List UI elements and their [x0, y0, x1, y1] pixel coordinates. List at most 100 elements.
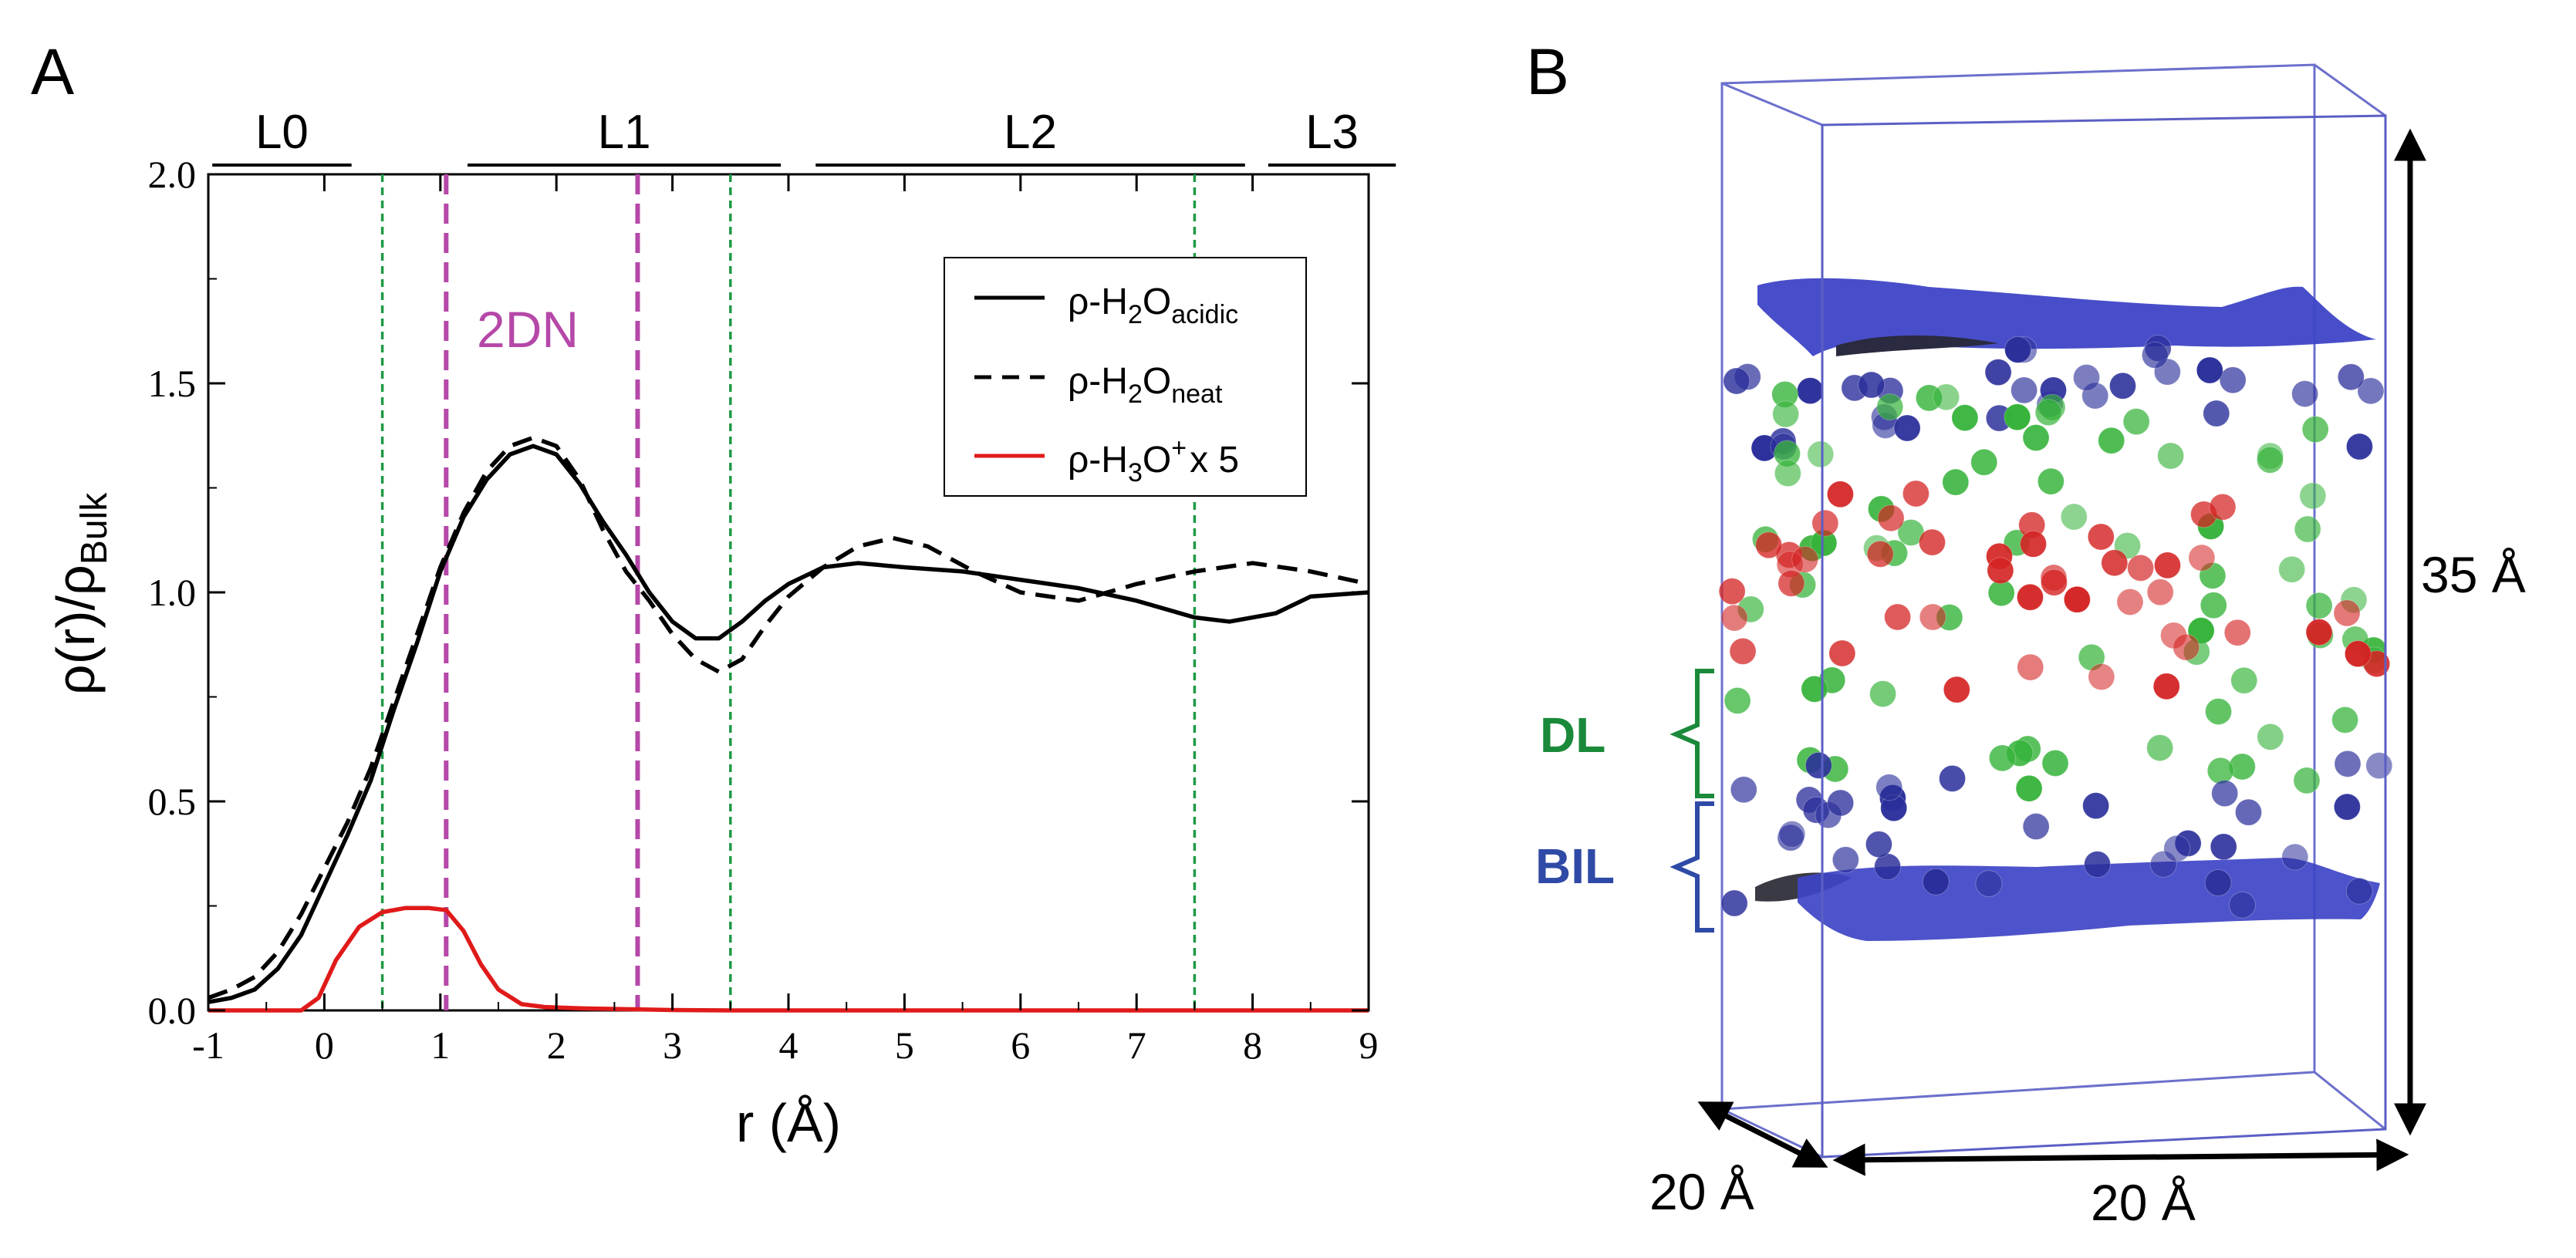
legend-label-neat: ρ-H2Oneat	[1068, 361, 1223, 409]
atom	[1778, 821, 1806, 848]
atom	[2020, 530, 2048, 558]
atom	[1796, 377, 1824, 405]
legend-label-hydronium: ρ-H3O+x 5	[1068, 433, 1239, 487]
atom	[2293, 767, 2321, 794]
atom	[2334, 750, 2362, 777]
x-tick-label: 6	[1011, 1024, 1030, 1067]
panel-b-label: B	[1526, 35, 1569, 108]
atom	[2345, 433, 2373, 460]
layer-label: L3	[1305, 106, 1359, 159]
atom	[2041, 749, 2069, 777]
atom	[1718, 578, 1746, 605]
atom	[1987, 557, 2014, 585]
atom	[2281, 843, 2309, 871]
atom	[2010, 376, 2038, 404]
x-tick-label: 0	[315, 1024, 334, 1067]
layer-label: L0	[255, 106, 309, 159]
y-tick-label: 0.5	[148, 780, 197, 823]
atom	[2017, 653, 2044, 681]
atom	[1865, 831, 1892, 858]
atom	[2331, 706, 2359, 734]
box-edge	[1721, 1108, 1823, 1159]
atom	[2153, 551, 2181, 579]
atom	[1866, 540, 1894, 568]
atom	[2230, 666, 2258, 694]
atom	[1805, 751, 1832, 779]
atom	[2223, 619, 2251, 646]
atom	[2256, 446, 2284, 474]
atom	[2084, 851, 2112, 879]
atom	[1827, 789, 1855, 817]
atom	[2345, 877, 2373, 905]
atom	[1919, 603, 1946, 631]
atom	[1984, 359, 2012, 386]
top-surface-shadow	[1836, 335, 1998, 356]
atom	[1893, 414, 1921, 442]
box-edge	[1721, 82, 1823, 126]
y-tick-label: 1.0	[148, 571, 197, 614]
box-edge	[2314, 1071, 2386, 1131]
reference-lines	[380, 174, 1197, 1010]
box-edge	[2314, 63, 2386, 117]
layer-label: L2	[1004, 106, 1057, 159]
depth-arrow	[1697, 1101, 1828, 1168]
atom	[2088, 663, 2115, 691]
atom	[1942, 468, 1970, 496]
atom	[1826, 481, 1854, 508]
atom	[1755, 531, 1783, 559]
atom	[1884, 603, 1912, 631]
atom	[2073, 364, 2101, 392]
dl-label: DL	[1540, 707, 1605, 763]
atoms	[1718, 334, 2393, 919]
depth-label: 20 Å	[1649, 1163, 1754, 1220]
atom	[1730, 776, 1757, 804]
series-lines	[208, 435, 1369, 1013]
atom	[2188, 544, 2216, 572]
atom	[1772, 400, 1800, 428]
atom	[2034, 399, 2062, 427]
series-line-1	[208, 435, 1369, 1000]
atom	[2278, 555, 2306, 583]
plot-area: -1 0 1 2 3 4 5 6 7 8 9 0.0 0.5 1.0 1.5 2.0	[148, 153, 1379, 1067]
atom	[2040, 568, 2068, 596]
atom	[1720, 889, 1748, 917]
panel-b: B 35 Å 20 Å 20 Å DL BIL	[1526, 35, 2526, 1231]
atom	[1774, 460, 1801, 487]
atom	[1723, 367, 1751, 395]
atom	[2022, 424, 2050, 452]
atom	[2146, 578, 2174, 606]
atom	[1933, 383, 1960, 411]
bil-label: BIL	[1535, 838, 1615, 894]
atom	[2305, 619, 2333, 646]
y-tick-label: 2.0	[148, 153, 197, 196]
atom	[1922, 868, 1950, 895]
atom	[1939, 764, 1967, 792]
atom	[2108, 372, 2136, 400]
atom	[2127, 554, 2155, 582]
atom	[1801, 675, 1828, 703]
atom	[2163, 835, 2191, 862]
y-tick-label: 1.5	[148, 362, 197, 405]
x-tick-label: 7	[1127, 1024, 1146, 1067]
layer-labels: L0 L1 L2 L3	[212, 106, 1396, 167]
atom	[1869, 680, 1897, 708]
layer-label: L1	[598, 106, 651, 159]
atom	[2257, 723, 2284, 750]
atom	[2082, 792, 2110, 820]
x-tick-label: 3	[663, 1024, 682, 1067]
atom	[2209, 493, 2237, 521]
atom	[2015, 774, 2043, 802]
atom	[2122, 408, 2150, 436]
atom	[2228, 891, 2256, 919]
y-axis-label: ρ(r)/ρBulk	[46, 492, 115, 695]
atom	[2098, 427, 2125, 454]
x-tick-label: 5	[895, 1024, 914, 1067]
atom	[2305, 592, 2333, 619]
atom	[1729, 637, 1757, 665]
width-arrow	[1832, 1138, 2409, 1176]
atom	[2146, 734, 2174, 762]
atom	[2333, 599, 2361, 627]
atom	[1951, 404, 1979, 432]
atom	[2205, 698, 2233, 726]
